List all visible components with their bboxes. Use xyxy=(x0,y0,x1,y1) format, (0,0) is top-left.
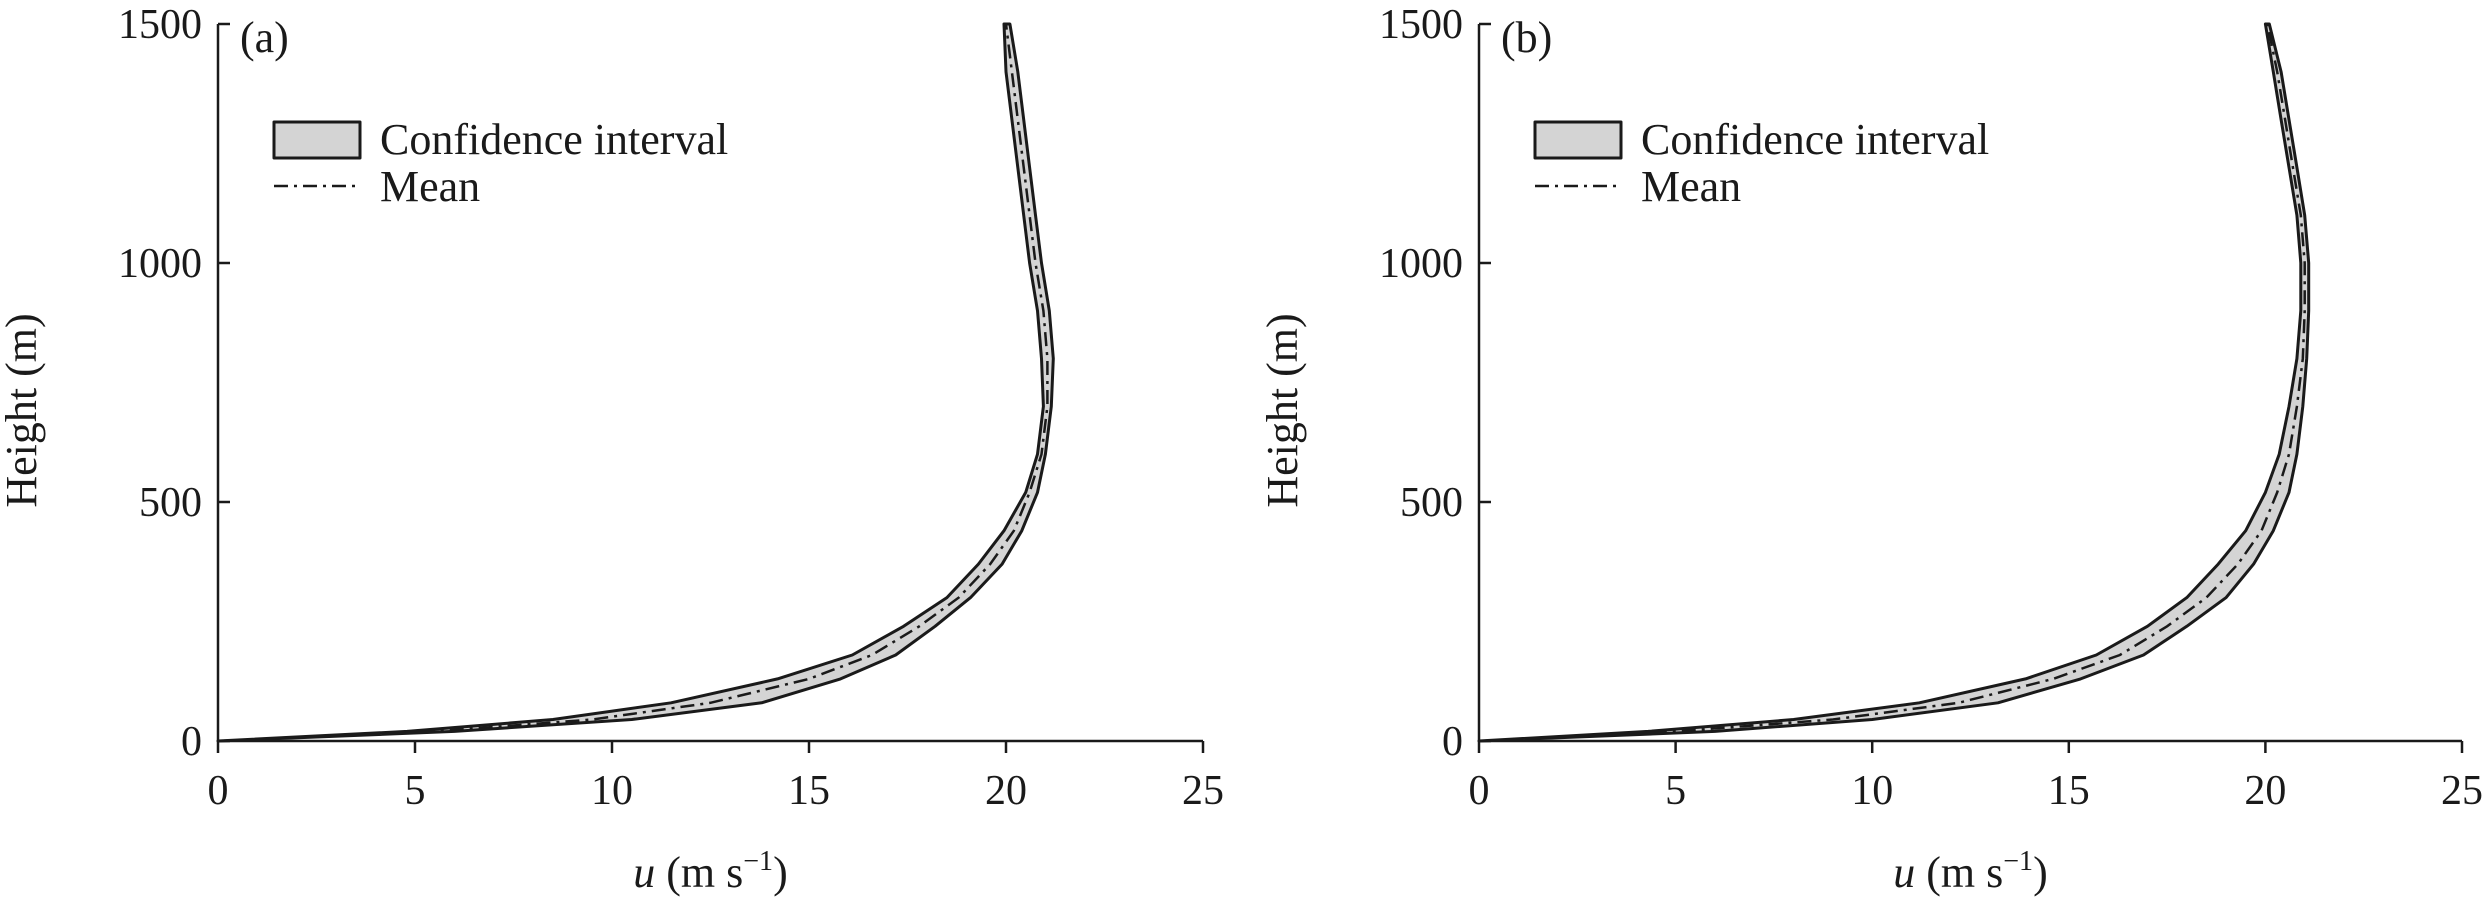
y-tick-label: 0 xyxy=(1442,719,1463,765)
y-tick-label: 1500 xyxy=(118,2,202,48)
x-axis-unit: (m s xyxy=(1915,848,2003,897)
legend-band-label: Confidence interval xyxy=(380,115,728,164)
x-tick-label: 10 xyxy=(1851,768,1893,814)
x-tick-label: 15 xyxy=(788,768,830,814)
mean-line xyxy=(217,23,1049,743)
chart-panel-a: 0 5 10 15 20 25 0 500 1000 1500 u (m s−1) Height (m… xyxy=(0,2,1224,897)
x-axis-unit-sup: −1 xyxy=(2003,846,2033,877)
x-axis-unit: (m s xyxy=(655,848,743,897)
y-axis-title: Height (m) xyxy=(1258,313,1307,507)
x-tick-label: 25 xyxy=(2441,768,2483,814)
x-tick-label: 20 xyxy=(985,768,1027,814)
x-tick-label: 5 xyxy=(405,768,426,814)
x-axis-unit-sup: −1 xyxy=(743,846,773,877)
x-axis-title: u (m s−1) xyxy=(1893,846,2047,897)
y-tick-label: 1500 xyxy=(1379,2,1463,48)
x-tick-label: 0 xyxy=(1469,768,1490,814)
x-axis-unit-close: ) xyxy=(773,848,788,897)
mean-line xyxy=(1478,23,2306,743)
legend-band-label: Confidence interval xyxy=(1641,115,1989,164)
legend-mean-label: Mean xyxy=(1641,162,1741,211)
x-axis-unit-close: ) xyxy=(2033,848,2048,897)
x-tick-label: 5 xyxy=(1665,768,1686,814)
y-tick-label: 0 xyxy=(181,719,202,765)
x-axis-title: u (m s−1) xyxy=(633,846,787,897)
y-tick-label: 500 xyxy=(139,480,202,526)
y-axis-title: Height (m) xyxy=(0,313,46,507)
x-tick-label: 0 xyxy=(208,768,229,814)
x-tick-label: 20 xyxy=(2244,768,2286,814)
legend-band-swatch xyxy=(272,120,362,160)
chart-panel-b: 0 5 10 15 20 25 0 500 1000 1500 u (m s−1) Height (m… xyxy=(1258,2,2483,897)
panel-label: (b) xyxy=(1501,13,1552,62)
y-tick-label: 1000 xyxy=(118,241,202,287)
y-tick-label: 1000 xyxy=(1379,241,1463,287)
y-tick-label: 500 xyxy=(1400,480,1463,526)
panel-label: (a) xyxy=(240,13,289,62)
confidence-band xyxy=(1477,22,2311,743)
legend-mean-label: Mean xyxy=(380,162,480,211)
x-axis-var: u xyxy=(1893,848,1915,897)
legend-band-swatch xyxy=(1533,120,1623,160)
x-axis-var: u xyxy=(633,848,655,897)
x-tick-label: 10 xyxy=(591,768,633,814)
x-tick-label: 25 xyxy=(1182,768,1224,814)
x-tick-label: 15 xyxy=(2048,768,2090,814)
